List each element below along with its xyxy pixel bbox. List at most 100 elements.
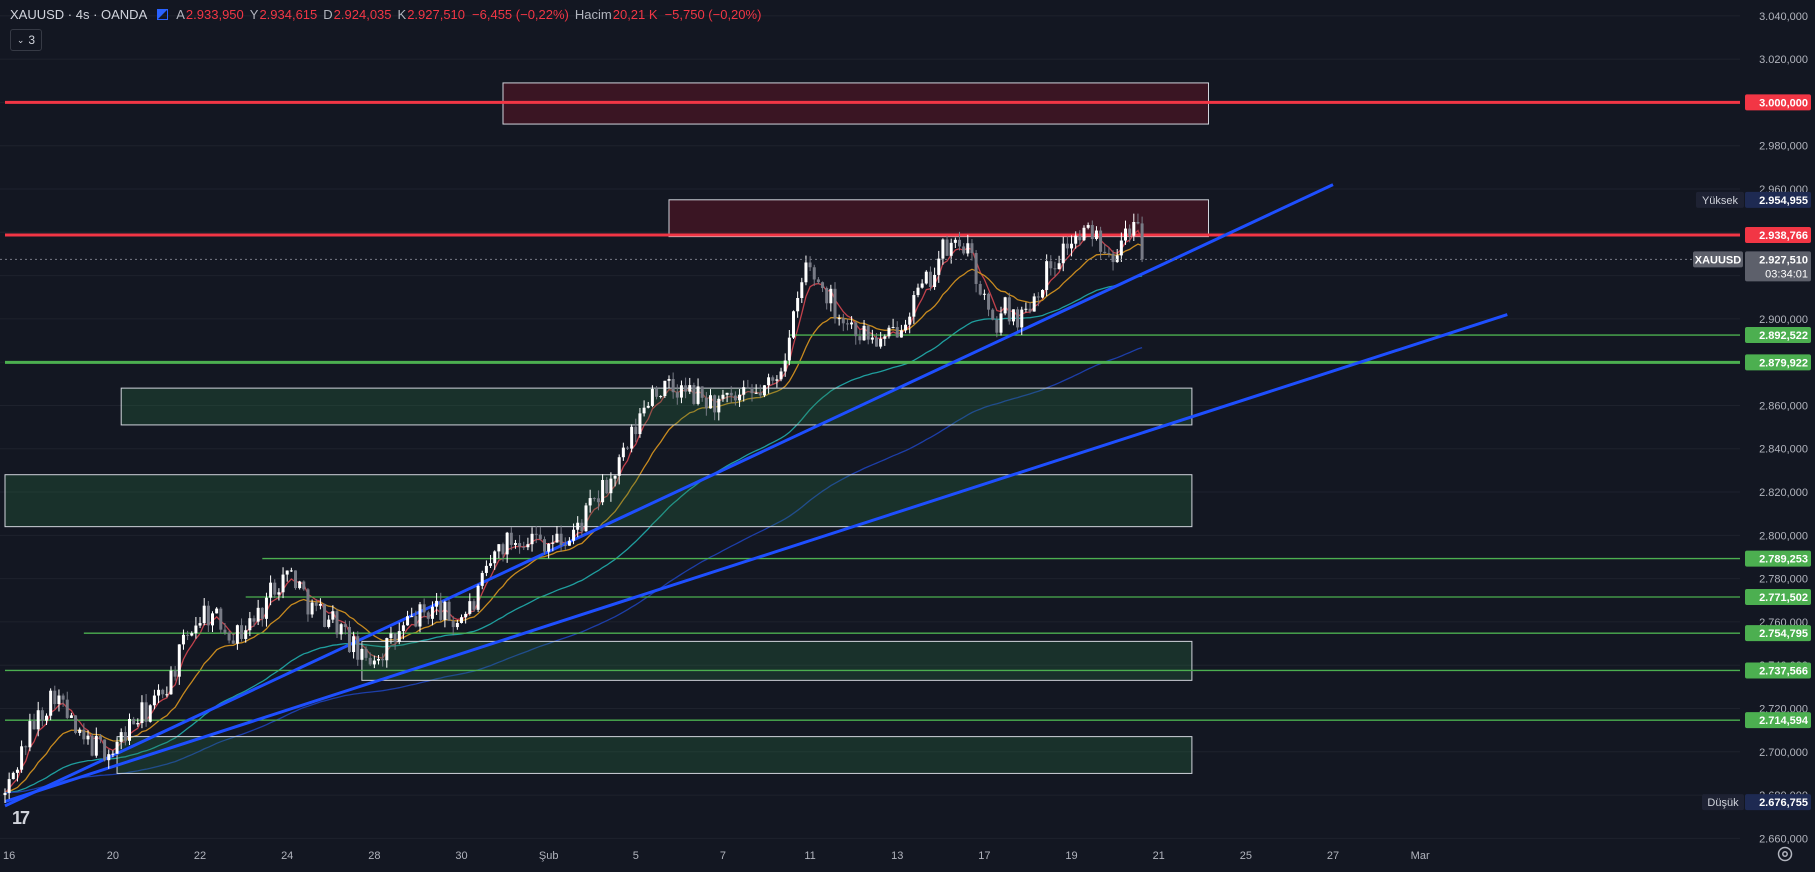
candle-body (352, 636, 356, 653)
x-tick-label: 13 (891, 850, 903, 862)
candle-body (98, 735, 102, 740)
trendline[interactable] (4, 313, 1508, 803)
candle-body (49, 690, 53, 716)
low-tag-bg (1702, 794, 1744, 811)
candle-body (136, 723, 140, 725)
price-zone[interactable] (668, 199, 1209, 238)
candle-body (626, 447, 629, 449)
symbol-title[interactable]: XAUUSD · 4s · OANDA (10, 7, 148, 22)
candle-body (937, 258, 941, 275)
candle-body (11, 772, 15, 780)
candle-body (347, 626, 351, 653)
level-price-badge-bg (1745, 327, 1811, 344)
x-tick-label: 11 (804, 850, 815, 862)
candle-body (32, 721, 36, 730)
candle-body (90, 735, 94, 756)
candle-body (107, 754, 111, 761)
candle-body (522, 546, 526, 548)
flag-icon[interactable] (157, 9, 169, 20)
candle-body (526, 544, 530, 548)
price-zone[interactable] (116, 736, 1193, 774)
candle-body (489, 563, 493, 566)
candle-body (895, 327, 899, 338)
candle-body (368, 657, 372, 665)
candle-body (1086, 225, 1090, 228)
chart-legend: XAUUSD · 4s · OANDA A 2.933,950 Y 2.934,61… (10, 7, 761, 22)
candle-body (1024, 308, 1028, 310)
candle-body (700, 386, 704, 398)
candle-body (933, 274, 937, 287)
price-axis[interactable]: 3.040,0003.020,0003.000,0002.980,0002.96… (1740, 0, 1815, 872)
candle-body (966, 243, 970, 254)
high-label: Y (249, 7, 259, 22)
candle-body (53, 690, 57, 705)
candle-body (186, 634, 190, 636)
candle-body (111, 753, 115, 755)
candle-body (435, 600, 439, 607)
x-tick-label: 25 (1240, 850, 1252, 862)
candle-body (816, 279, 820, 283)
candle-body (1136, 221, 1140, 224)
level-price-badge-bg (1745, 712, 1811, 729)
candle-body (655, 389, 659, 397)
candle-body (713, 395, 717, 413)
candle-body (779, 371, 783, 380)
time-axis[interactable]: 16 20 22 24 28 30 Şub 5 7 11 13 17 19 21 25 27 Mar (3, 850, 1430, 862)
candle-body (920, 283, 924, 288)
x-tick-label: 22 (194, 850, 206, 862)
candle-body (580, 522, 584, 532)
candle-body (642, 407, 646, 414)
zones[interactable] (4, 82, 1209, 774)
candle-body (621, 447, 625, 458)
candle-body (883, 336, 887, 339)
candle-body (862, 325, 866, 341)
candle-body (439, 600, 443, 620)
candle-body (157, 689, 161, 696)
candle-body (605, 479, 609, 494)
candle-body (501, 544, 505, 555)
candle-body (559, 533, 563, 546)
trendlines[interactable] (4, 183, 1508, 808)
candle-body (240, 625, 244, 639)
candle-body (372, 660, 376, 665)
candle-body (169, 670, 173, 695)
candle-body (335, 611, 339, 635)
indicators-toggle-button[interactable]: ⌄ 3 (10, 29, 42, 51)
candle-body (924, 271, 928, 284)
last-price-badge-bg (1745, 251, 1811, 282)
candle-body (837, 318, 841, 320)
candle-body (733, 395, 737, 401)
low-value: 2.924,035 (333, 7, 392, 22)
gear-icon[interactable] (1776, 845, 1794, 863)
candle-body (132, 718, 136, 725)
volume-change: −5,750 (−0,20%) (664, 7, 762, 22)
candle-body (422, 604, 426, 613)
trendline[interactable] (4, 183, 1334, 808)
x-tick-label: Mar (1411, 850, 1430, 862)
candle-body (269, 582, 273, 598)
level-price-badge-bg (1745, 550, 1811, 567)
low-tag-label: Düşük (1707, 797, 1739, 809)
candle-body (406, 616, 410, 626)
candle-body (978, 283, 982, 295)
candle-body (783, 360, 787, 372)
price-axis-background (1740, 0, 1815, 872)
candle-body (792, 311, 795, 338)
tradingview-logo-icon[interactable]: 17 (12, 808, 30, 828)
candle-body (808, 262, 812, 268)
indicator-count-label: 3 (28, 33, 36, 47)
candle-body (800, 282, 804, 299)
price-zone[interactable] (361, 640, 1193, 681)
close-value: 2.927,510 (407, 7, 466, 22)
candle-body (1090, 225, 1094, 240)
candle-body (20, 746, 24, 770)
candle-body (555, 533, 559, 543)
candle-body (1007, 297, 1011, 322)
candle-body (410, 616, 414, 618)
candle-body (148, 705, 152, 722)
candle-body (24, 746, 28, 748)
candle-body (1140, 223, 1144, 260)
candle-body (397, 631, 401, 642)
candle-body (609, 478, 613, 494)
